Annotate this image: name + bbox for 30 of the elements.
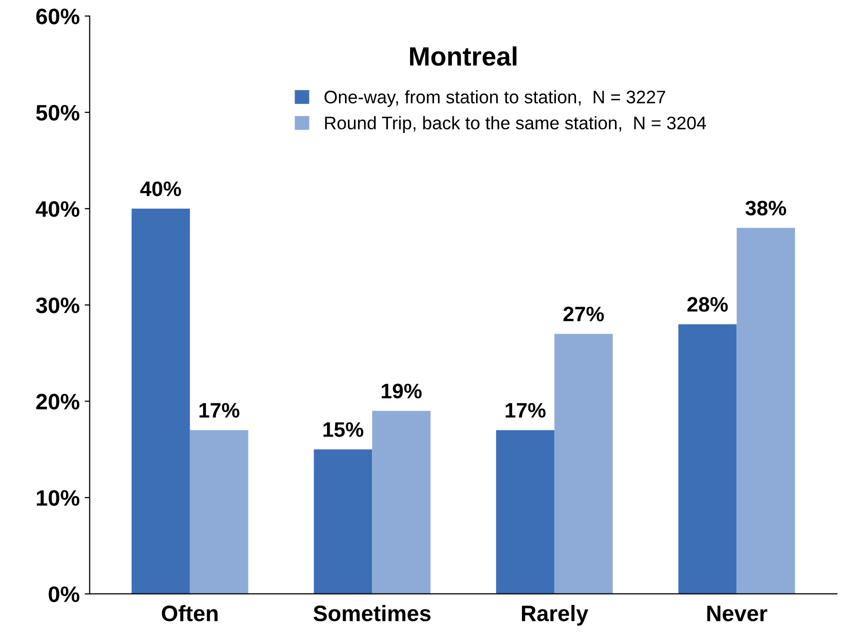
x-tick-label: Never [707,606,768,622]
data-label: 17% [506,402,546,418]
data-label: 19% [382,384,422,398]
bar [190,430,248,594]
data-label: 28% [687,297,728,312]
text: Montreal [410,46,516,66]
y-tick-label: 10% [36,490,80,506]
bar [554,334,613,594]
y-tick-label: 20% [36,394,80,410]
data-label: 17% [200,402,240,418]
bar [736,228,795,594]
bar [132,208,190,594]
bar [314,449,372,594]
bar [678,324,737,594]
y-tick-label: 40% [36,201,80,217]
x-tick-label: Sometimes [314,604,431,622]
y-tick-label: 0% [48,586,80,602]
legend-label: Round Trip, back to the same station, N = 3204 [325,116,706,133]
bar [496,430,554,594]
x-tick-label: Rarely [522,604,588,626]
x-tick-label: Often [162,604,218,622]
y-tick-label: 60% [36,8,80,24]
data-label: 38% [745,200,786,216]
bar [372,410,430,594]
y-tick-label: 30% [36,297,80,314]
data-label: 40% [140,181,182,196]
legend-label: One-way, from station to station, N = 3227 [324,90,666,108]
data-label: 27% [563,306,604,322]
data-label: 15% [323,422,364,437]
y-tick-label: 50% [36,104,80,121]
